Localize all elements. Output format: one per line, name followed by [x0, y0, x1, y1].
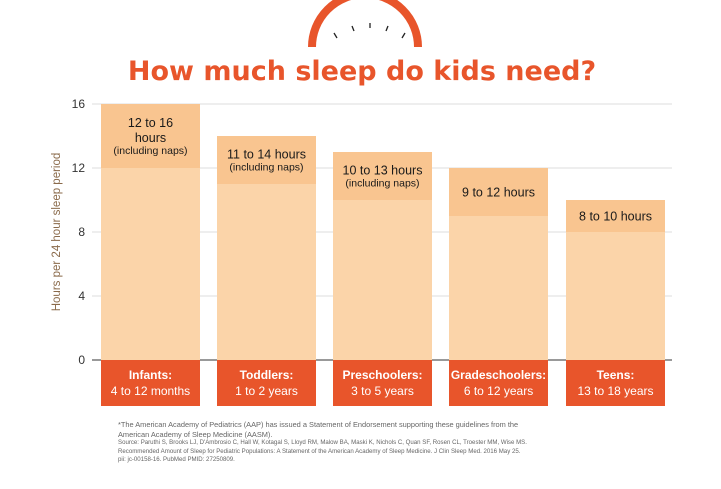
y-tick-label: 0 [78, 353, 85, 367]
y-tick-label: 4 [78, 289, 85, 303]
bar-range [333, 152, 432, 200]
range-label: (including naps) [345, 178, 419, 190]
clock-icon [308, 0, 422, 48]
bar-range [566, 200, 665, 232]
y-axis: 0 4 8 12 16 [72, 97, 86, 367]
footnote-line: American Academy of Sleep Medicine (AASM… [118, 429, 273, 439]
category-label-box [566, 360, 665, 406]
range-label: (including naps) [229, 162, 303, 174]
clock-tick [401, 32, 406, 39]
bar-group: 11 to 14 hours(including naps) Toddlers: 1… [217, 136, 316, 406]
category-name: Toddlers: [240, 368, 294, 382]
footnotes: *The American Academy of Pediatrics (AAP… [118, 420, 618, 465]
category-name: Teens: [597, 368, 635, 382]
category-label-box [449, 360, 548, 406]
source-line: pii: jc-00158-16. PubMed PMID: 27250809. [118, 456, 235, 464]
bar-group: 8 to 10 hours Teens: 13 to 18 years [566, 200, 665, 406]
clock-ticks [333, 23, 406, 39]
range-label: 12 to 16 [128, 116, 173, 130]
category-label-box [101, 360, 200, 406]
range-label: 11 to 14 hours [227, 148, 306, 162]
bar-group: 10 to 13 hours(including naps) Preschoole… [333, 152, 432, 406]
clock-tick [385, 25, 389, 32]
chart-title: How much sleep do kids need? [128, 56, 596, 87]
y-axis-label: Hours per 24 hour sleep period [51, 153, 63, 312]
range-label: 10 to 13 hours [343, 164, 423, 178]
footnote-line: *The American Academy of Pediatrics (AAP… [118, 420, 519, 429]
category-name: Infants: [129, 368, 172, 382]
category-label-box [333, 360, 432, 406]
clock-tick [351, 25, 355, 32]
bar-range [101, 104, 200, 168]
range-label: hours [135, 131, 166, 145]
y-tick-label: 16 [72, 97, 86, 111]
bar-range [449, 168, 548, 216]
source-line: Source: Paruthi S, Brooks LJ, D'Ambrosio… [118, 439, 527, 447]
range-label: 8 to 10 hours [579, 210, 652, 224]
y-tick-label: 8 [78, 225, 85, 239]
range-label: (including naps) [113, 145, 187, 157]
y-tick-label: 12 [72, 161, 86, 175]
clock-arc [308, 0, 422, 48]
category-age: 13 to 18 years [577, 384, 653, 398]
category-label-box [217, 360, 316, 406]
bar-group: 9 to 12 hours Gradeschoolers: 6 to 12 year… [449, 168, 548, 406]
bar-range [217, 136, 316, 184]
category-age: 6 to 12 years [464, 384, 533, 398]
range-label: 9 to 12 hours [462, 186, 535, 200]
category-name: Gradeschoolers: [451, 368, 546, 382]
category-age: 4 to 12 months [111, 384, 190, 398]
category-age: 1 to 2 years [235, 384, 298, 398]
source-line: Recommended Amount of Sleep for Pediatri… [118, 447, 521, 455]
category-age: 3 to 5 years [351, 384, 414, 398]
category-name: Preschoolers: [342, 368, 422, 382]
clock-tick [333, 32, 338, 39]
